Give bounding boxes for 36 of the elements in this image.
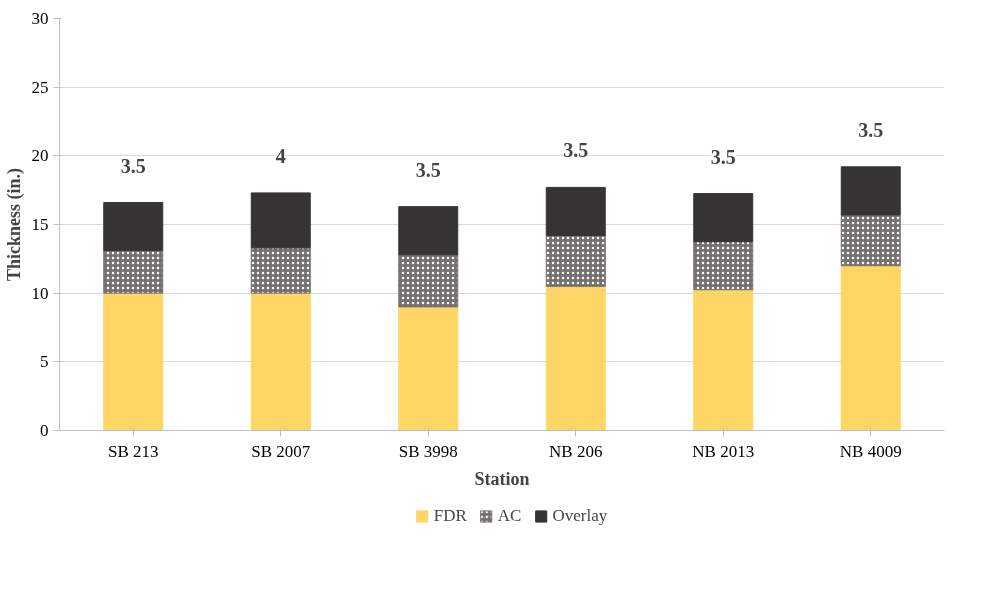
y-tick-label: 15 [31,215,49,234]
y-tick-label: 25 [31,77,49,97]
y-tick-label: 5 [40,352,49,372]
data-label: 4 [275,144,286,167]
bar [840,265,901,431]
x-tick-label: NB 2013 [692,441,755,461]
bar [103,292,164,431]
y-tick-label: 30 [31,9,49,28]
y-tick-label: 0 [40,421,49,440]
bar [250,292,311,431]
data-label: 3.5 [563,139,589,162]
x-tick-label: NB 206 [549,441,603,461]
bar [250,192,311,249]
data-label: 3.5 [120,154,146,177]
x-tick-label: SB 3998 [398,441,458,461]
legend-label: Overlay [552,506,608,526]
bar [103,202,164,252]
bar [545,186,606,236]
bar [693,289,754,431]
legend-label: FDR [433,506,467,526]
bar [398,206,459,256]
x-tick-label: SB 213 [107,441,159,461]
x-axis-title: Station [474,468,530,489]
data-label: 3.5 [858,118,884,141]
x-tick-label: SB 2007 [251,441,311,461]
bar [545,285,606,431]
legend-label: AC [497,506,522,526]
data-label: 3.5 [415,158,441,181]
bar [693,193,754,243]
x-tick-label: NB 4009 [839,441,902,461]
y-tick-label: 10 [31,283,49,303]
y-axis-title: Thickness (in.) [3,167,25,282]
data-label: 3.5 [710,145,736,168]
bar [398,306,459,431]
y-tick-label: 20 [31,146,49,166]
bar [840,166,901,216]
